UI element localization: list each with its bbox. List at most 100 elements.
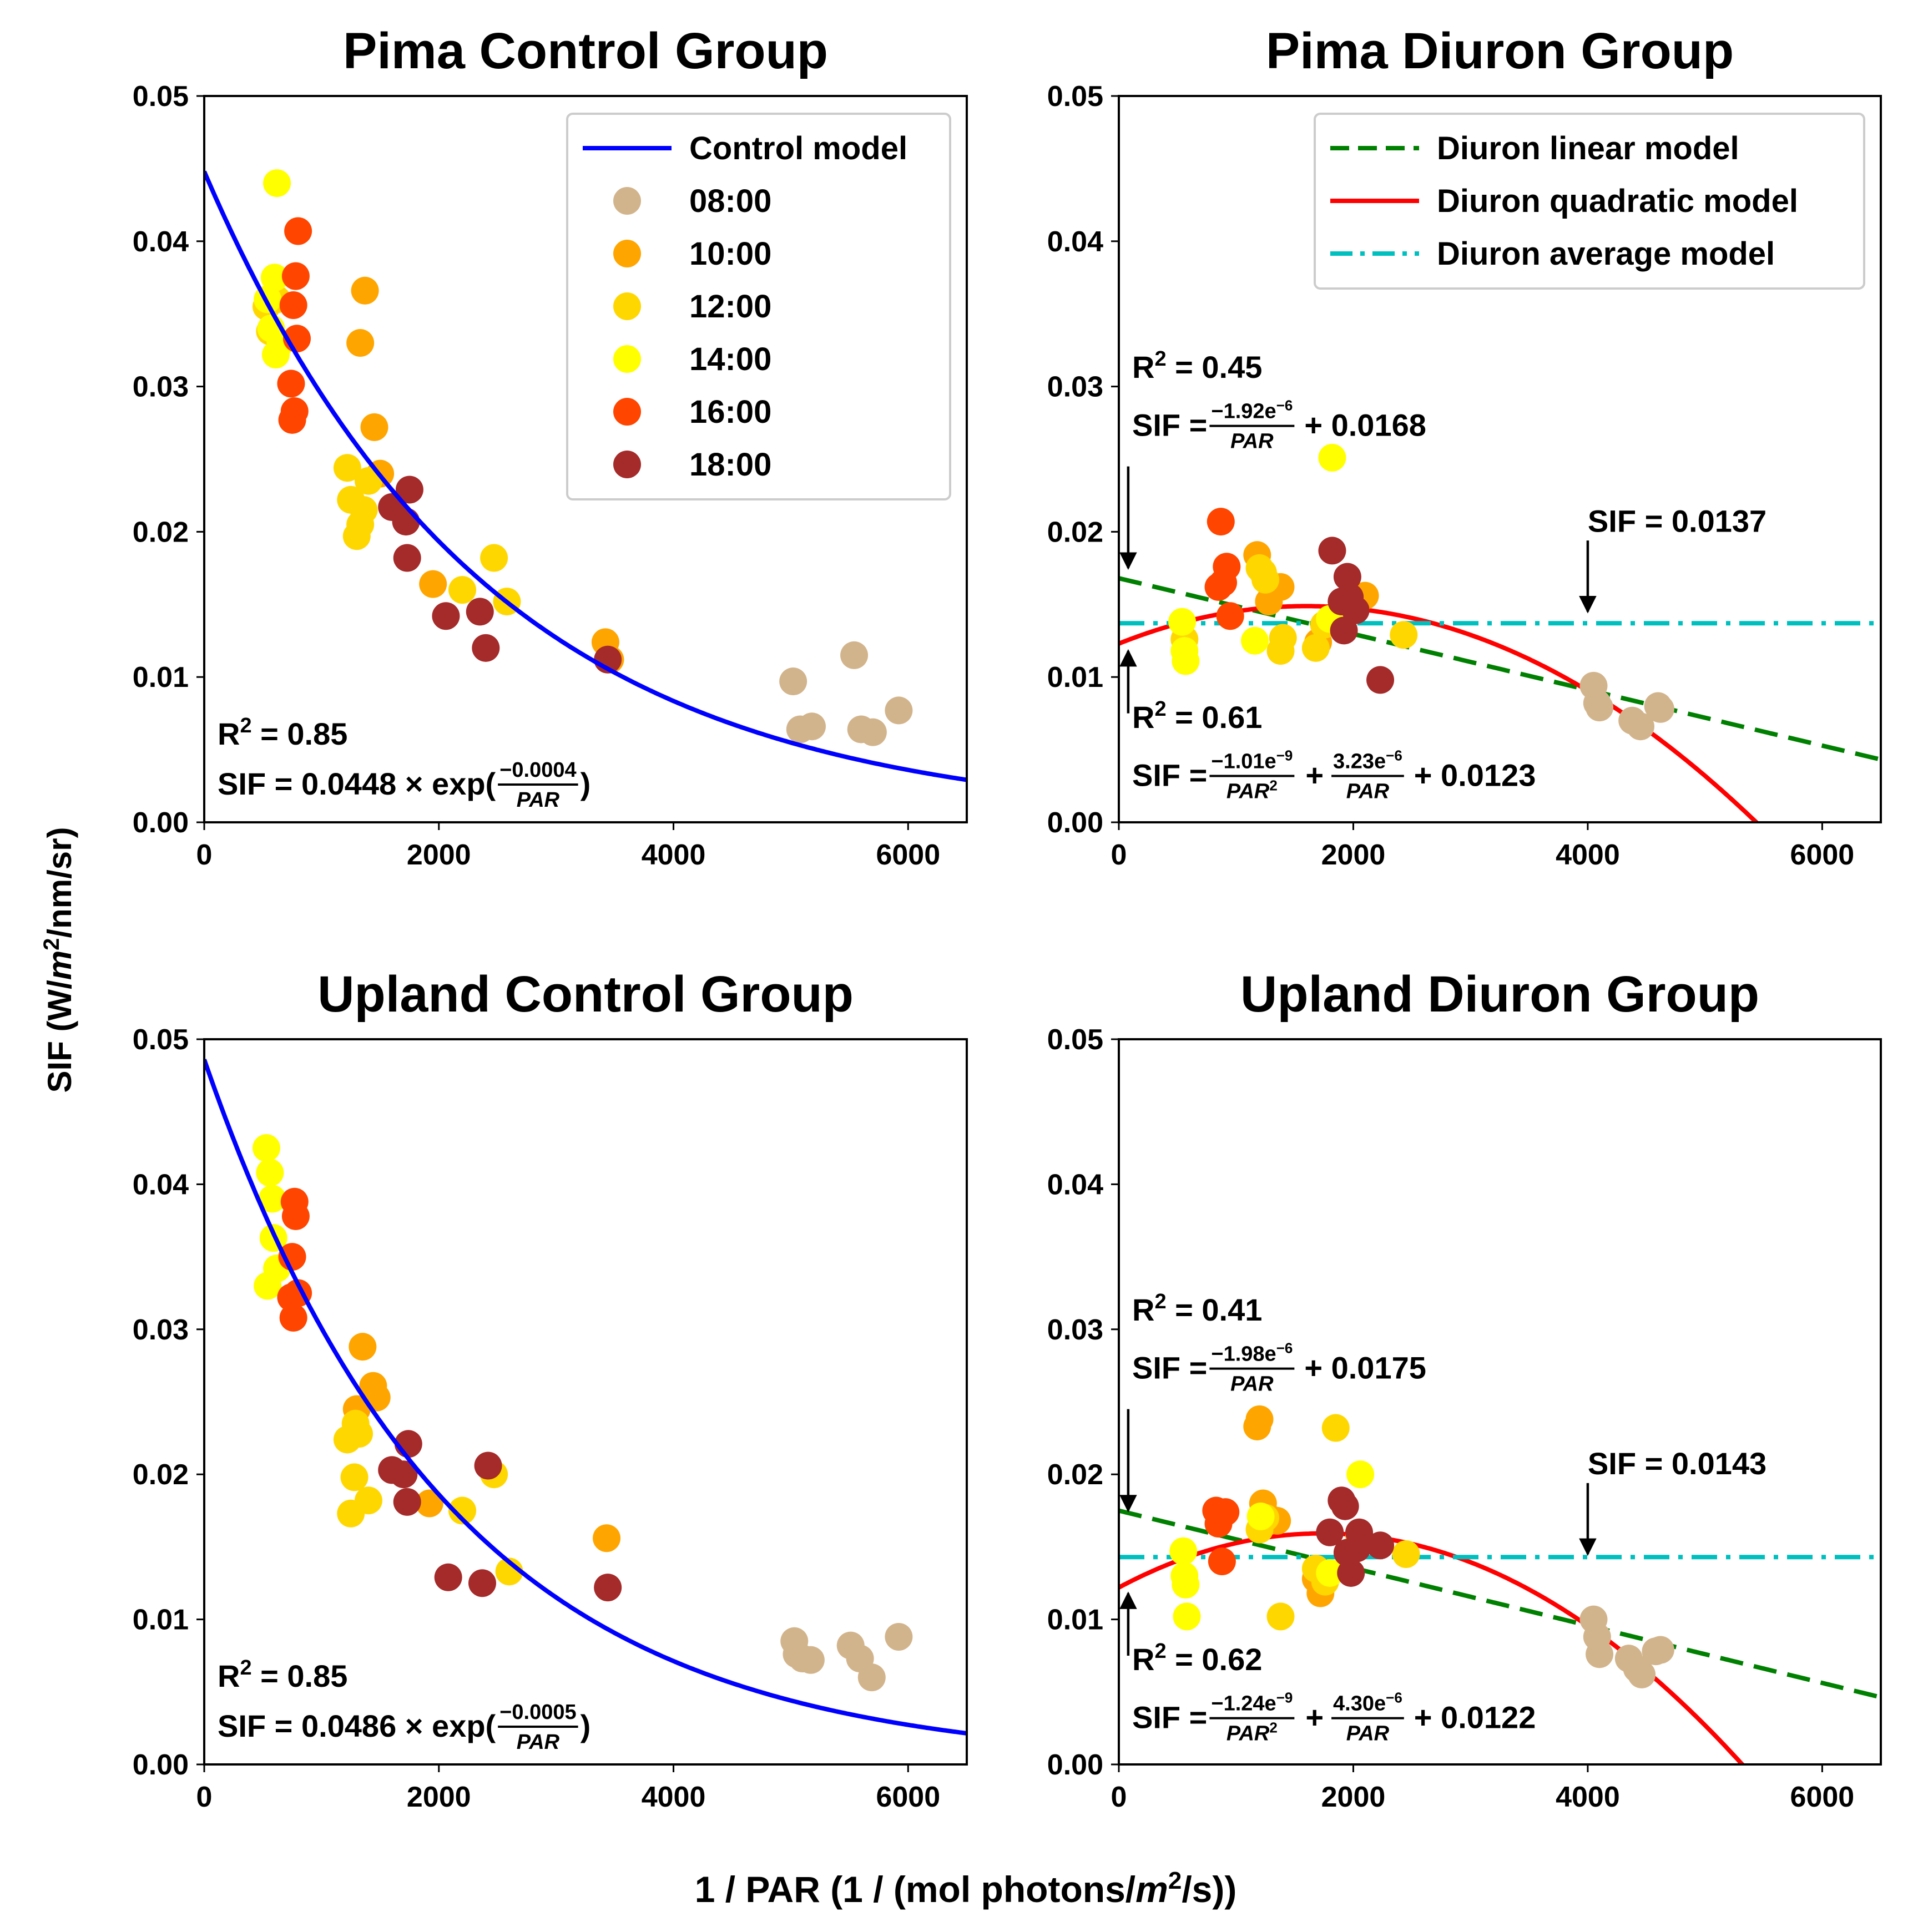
quadratic-equation-suffix: + 0.0123 xyxy=(1414,758,1536,793)
y-tick-label: 0.03 xyxy=(1047,1314,1103,1346)
data-point-1400 xyxy=(256,1159,284,1187)
plot-frame xyxy=(1118,1038,1882,1766)
legend-frame xyxy=(1314,113,1865,290)
plot-frame xyxy=(203,1038,968,1766)
data-point-1200 xyxy=(1390,621,1418,649)
r-squared-exponent: 2 xyxy=(1154,1640,1166,1663)
fraction-denominator: PAR xyxy=(517,788,560,812)
fraction-denominator-exponent: 2 xyxy=(1269,1719,1277,1736)
legend-marker-swatch xyxy=(613,292,641,320)
x-tick-label: 0 xyxy=(196,1781,213,1813)
x-tick-label: 6000 xyxy=(1790,839,1855,871)
data-point-0800 xyxy=(857,1663,886,1692)
fraction-numerator: −1.01e−9 xyxy=(1211,747,1293,773)
data-point-1800 xyxy=(1318,537,1346,565)
series-1800 xyxy=(1316,1486,1395,1587)
fraction-numerator-text: 3.23e xyxy=(1333,750,1386,773)
x-tick-label: 4000 xyxy=(642,839,706,871)
model-equation-suffix: ) xyxy=(581,1708,591,1743)
plot-area xyxy=(1119,1405,1881,1764)
y-tick-label: 0.05 xyxy=(1047,80,1103,113)
legend-label: Diuron quadratic model xyxy=(1437,183,1798,219)
x-tick-label: 2000 xyxy=(1321,839,1386,871)
diuron-linear-model-line xyxy=(1119,576,1881,762)
data-point-0800 xyxy=(1628,1660,1656,1688)
panel-title: Upland Control Group xyxy=(317,966,854,1023)
series-1800 xyxy=(378,476,622,674)
r-squared-symbol: R xyxy=(1132,700,1154,735)
fraction-numerator-text: 4.30e xyxy=(1333,1692,1386,1716)
fraction-numerator-text: −1.24e xyxy=(1211,1692,1276,1716)
data-point-1400 xyxy=(1318,443,1346,472)
series-1600 xyxy=(1204,508,1244,630)
fraction-denominator-text: PAR xyxy=(1230,1373,1274,1396)
panel-pima-diuron-group: Pima Diuron Group 0 2000 4000 6000 0.00 0.01 0.… xyxy=(1047,23,1882,871)
quadratic-term1-fraction: −1.01e−9 PAR2 xyxy=(1209,747,1295,803)
data-point-1800 xyxy=(1337,1559,1365,1587)
series-1000 xyxy=(342,1333,621,1552)
data-point-1000 xyxy=(593,1524,621,1552)
data-point-1400 xyxy=(253,1134,281,1162)
linear-equation-prefix: SIF = xyxy=(1132,408,1207,443)
quadratic-term2-fraction: 4.30e−6 PAR xyxy=(1331,1690,1404,1746)
plot-area xyxy=(1119,443,1881,822)
linear-equation-suffix: + 0.0168 xyxy=(1304,408,1426,443)
data-point-1200 xyxy=(340,1463,369,1491)
quadratic-equation-prefix: SIF = xyxy=(1132,1700,1207,1735)
model-curves xyxy=(1119,576,1881,822)
r-squared-exponent: 2 xyxy=(240,714,251,737)
legend-frame xyxy=(566,113,951,500)
r-squared-symbol: R xyxy=(218,1658,240,1693)
data-point-1800 xyxy=(393,544,421,572)
legend-label: Control model xyxy=(689,130,907,166)
data-point-1000 xyxy=(351,276,379,305)
x-tick-label: 0 xyxy=(1111,839,1127,871)
data-point-1800 xyxy=(432,602,460,630)
data-point-0800 xyxy=(798,712,826,741)
r-squared-value: = 0.85 xyxy=(252,1658,348,1693)
data-point-0800 xyxy=(779,667,807,696)
data-point-1800 xyxy=(392,508,420,536)
r-squared-symbol: R xyxy=(218,716,240,751)
data-point-1800 xyxy=(390,1460,418,1489)
data-point-1800 xyxy=(594,1574,622,1602)
r-squared-exponent: 2 xyxy=(1154,1290,1166,1313)
data-point-1200 xyxy=(1266,1602,1295,1631)
y-tick-label: 0.03 xyxy=(133,1314,189,1346)
quadratic-r-squared-label: R2 = 0.62 xyxy=(1132,1640,1262,1677)
legend: Control model 08:00 10:00 12:00 14:00 16:00 18… xyxy=(566,113,951,500)
series-1600 xyxy=(1202,1496,1240,1576)
y-tick-label: 0.04 xyxy=(133,226,189,258)
r-squared-label: R2 = 0.85 xyxy=(218,1656,347,1693)
data-point-1200 xyxy=(495,1557,523,1586)
control-model-line xyxy=(204,1059,967,1736)
fraction-numerator: 3.23e−6 xyxy=(1333,747,1402,773)
data-point-1800 xyxy=(393,1488,421,1516)
series-0800 xyxy=(1579,1605,1674,1688)
x-tick-label: 2000 xyxy=(1321,1781,1386,1813)
data-point-1400 xyxy=(1173,1602,1201,1631)
fraction-numerator-text: −1.98e xyxy=(1211,1343,1276,1366)
series-1400 xyxy=(1169,1460,1375,1631)
fraction-numerator-exponent: −6 xyxy=(1386,747,1402,764)
legend-label: 16:00 xyxy=(689,394,771,430)
data-point-1800 xyxy=(1330,616,1358,645)
series-0800 xyxy=(1579,671,1674,741)
data-point-0800 xyxy=(840,641,869,669)
y-tick-label: 0.01 xyxy=(133,1604,189,1636)
data-point-1600 xyxy=(279,291,307,319)
legend-label: Diuron average model xyxy=(1437,236,1775,272)
fraction-denominator-text: PAR xyxy=(1346,780,1390,803)
data-point-1800 xyxy=(1333,563,1361,591)
data-point-1400 xyxy=(263,169,291,198)
panel-upland-control-group: Upland Control Group 0 2000 4000 6000 0.00 0.0… xyxy=(133,966,968,1813)
series-1800 xyxy=(378,1430,622,1602)
fraction-denominator-text: PAR xyxy=(517,788,560,812)
y-tick-label: 0.00 xyxy=(1047,807,1103,839)
fraction-denominator: PAR2 xyxy=(1227,777,1278,803)
data-point-1800 xyxy=(1345,1518,1374,1546)
r-squared-label: R2 = 0.85 xyxy=(218,714,347,751)
data-point-1200 xyxy=(1269,624,1297,652)
data-point-1800 xyxy=(472,634,500,662)
